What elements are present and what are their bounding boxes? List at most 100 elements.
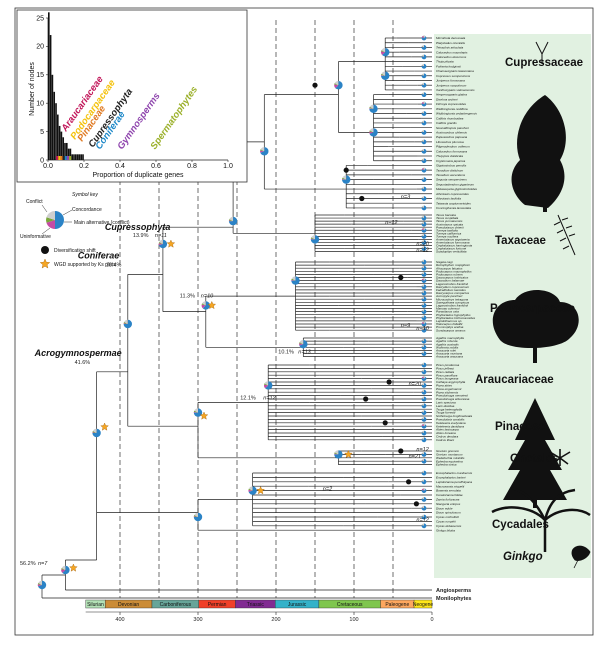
tip-label: Macrozamia miquelii <box>436 484 465 488</box>
tip-label: Afrocarpus falcatus <box>435 266 463 270</box>
pie-slice <box>421 278 424 281</box>
inset-bar <box>53 91 56 160</box>
tip-label: Chamaecyparis lawsoniana <box>436 69 474 73</box>
tip-label: Thujopsis dolabrata <box>436 154 463 158</box>
family-label: Cupressaceae <box>505 57 583 69</box>
pie-slice <box>422 303 424 306</box>
pie-slice <box>201 303 206 306</box>
inset-bar <box>82 154 84 160</box>
node-n-label: n=12 <box>263 395 275 401</box>
tip-label: Dioon spinulosum <box>436 511 461 515</box>
pie-slice <box>422 327 424 331</box>
tip-label: Pinus radiata <box>436 370 454 374</box>
pie-slice <box>422 452 424 455</box>
node-percent: 11.3% <box>180 293 195 299</box>
pie-slice <box>422 523 424 526</box>
pie-slice <box>369 128 378 137</box>
node-n-label: n=7 <box>38 561 48 567</box>
tip-label: Dioon edule <box>436 506 453 510</box>
pie-slice <box>421 112 424 114</box>
tip-label: Xanthocyparis vietnamensis <box>435 88 475 92</box>
pie-slice <box>369 108 374 109</box>
family-labels: Cupressaceae Taxaceae Podocarpaceae Araucar… <box>475 57 583 563</box>
tip-label: Araucaria araucana <box>435 355 463 359</box>
inset-x-tick-label: 0.8 <box>187 163 197 170</box>
pie-slice <box>423 423 426 427</box>
pie-slice <box>421 297 424 300</box>
pie-slice <box>299 340 304 345</box>
pie-slice <box>422 470 424 473</box>
pie-slice <box>92 428 101 438</box>
pie-slice <box>422 362 424 365</box>
tip-label: Taxodium distichum <box>436 168 464 172</box>
inset-y-tick-label: 10 <box>36 101 44 108</box>
tip-label: Araucaria montana <box>435 352 462 356</box>
pie-slice <box>422 177 424 180</box>
wgd-star <box>199 411 209 420</box>
tip-label: Welwitschia mirabilis <box>436 456 465 460</box>
figure-frame <box>14 7 594 636</box>
inset-marker <box>62 156 65 160</box>
pie-slice <box>334 452 339 455</box>
pie-slice <box>422 196 424 199</box>
pie-slice <box>92 432 97 433</box>
diversification-dot <box>386 379 392 385</box>
pie-slice <box>421 167 424 171</box>
pie-slice <box>421 266 424 269</box>
family-label: Araucariaceae <box>475 374 554 386</box>
pie-slice <box>421 140 424 142</box>
pie-slice <box>423 278 424 281</box>
pie-slice <box>421 437 427 443</box>
family-band <box>434 560 591 578</box>
pie-slice <box>421 291 424 293</box>
tip-label: Taxodium ascendens <box>436 173 466 177</box>
inset-bar <box>67 148 70 160</box>
tip-label: Gnetum gnemon <box>436 449 459 453</box>
inset-bar <box>73 154 75 160</box>
pie-slice <box>421 430 427 436</box>
pie-slice <box>422 120 424 123</box>
pie-slice <box>421 460 424 462</box>
inset-x-tick-label: 0.0 <box>43 163 53 170</box>
tip-label: Lagarostrobos franklinii <box>436 282 468 286</box>
pie-slice <box>45 217 55 223</box>
family-label: Gnetales <box>510 453 559 465</box>
pie-slice <box>369 104 374 109</box>
tip-label: Larix decidua <box>436 404 455 408</box>
tip-label: Austrocedrus chilensis <box>435 131 467 135</box>
pie-slice <box>421 316 424 318</box>
pie-slice <box>421 352 424 354</box>
outgroup-label: Monilophytes <box>436 596 471 602</box>
family-label: Podocarpaceae <box>490 303 575 315</box>
pie-slice <box>421 423 424 427</box>
key-item: Main alternative (conflict) <box>74 220 130 226</box>
cupressaceae-sprig <box>535 41 549 64</box>
pie-slice <box>421 498 424 500</box>
tip-label: Calocedrus decurrens <box>436 55 467 59</box>
inset-bar <box>75 154 77 160</box>
tip-label: Falcatifolium taxoides <box>436 288 466 292</box>
pie-slice <box>421 452 424 455</box>
pie-slice <box>421 459 424 462</box>
tip-label: Juniperus formosana <box>436 79 465 83</box>
pie-slice <box>421 291 424 293</box>
pie-slice <box>421 303 427 308</box>
wgd-star <box>39 258 51 269</box>
ginkgo-leaf <box>571 545 591 569</box>
pie-slice <box>265 381 273 390</box>
inset-marker <box>66 156 70 160</box>
node-percent: 10.1% <box>278 350 294 356</box>
inset-x-tick-label: 0.6 <box>151 163 161 170</box>
tip-label: Pseudotsuga wilsoniana <box>436 397 470 401</box>
tip-label: Saxegothaea conspicua <box>436 300 469 304</box>
pie-slice <box>422 351 424 354</box>
pie-slice <box>423 488 424 491</box>
tip-label: Prumnopitys andina <box>436 325 464 329</box>
pie-slice <box>421 178 424 180</box>
pie-slice <box>421 480 424 482</box>
diversification-dot <box>312 82 318 88</box>
pie-slice <box>421 304 424 306</box>
pie-slice <box>423 167 426 171</box>
tip-label: Libocedrus plumosa <box>436 140 464 144</box>
time-tick-label: 300 <box>193 617 202 623</box>
